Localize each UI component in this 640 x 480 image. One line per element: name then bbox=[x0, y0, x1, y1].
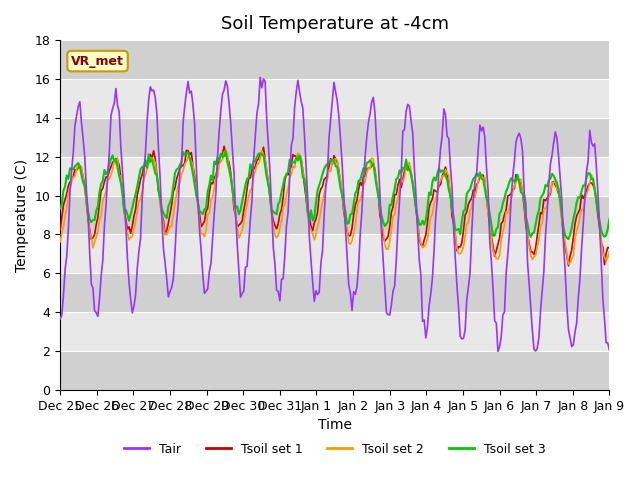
Title: Soil Temperature at -4cm: Soil Temperature at -4cm bbox=[221, 15, 449, 33]
Bar bbox=[60, 79, 609, 118]
Y-axis label: Temperature (C): Temperature (C) bbox=[15, 158, 29, 272]
Bar bbox=[60, 195, 609, 234]
Bar bbox=[60, 40, 609, 79]
Text: VR_met: VR_met bbox=[71, 55, 124, 68]
Bar bbox=[60, 118, 609, 157]
Bar bbox=[60, 273, 609, 312]
Legend: Tair, Tsoil set 1, Tsoil set 2, Tsoil set 3: Tair, Tsoil set 1, Tsoil set 2, Tsoil se… bbox=[118, 438, 551, 461]
X-axis label: Time: Time bbox=[318, 418, 352, 432]
Bar bbox=[60, 351, 609, 390]
Bar bbox=[60, 157, 609, 195]
Bar bbox=[60, 312, 609, 351]
Bar bbox=[60, 234, 609, 273]
